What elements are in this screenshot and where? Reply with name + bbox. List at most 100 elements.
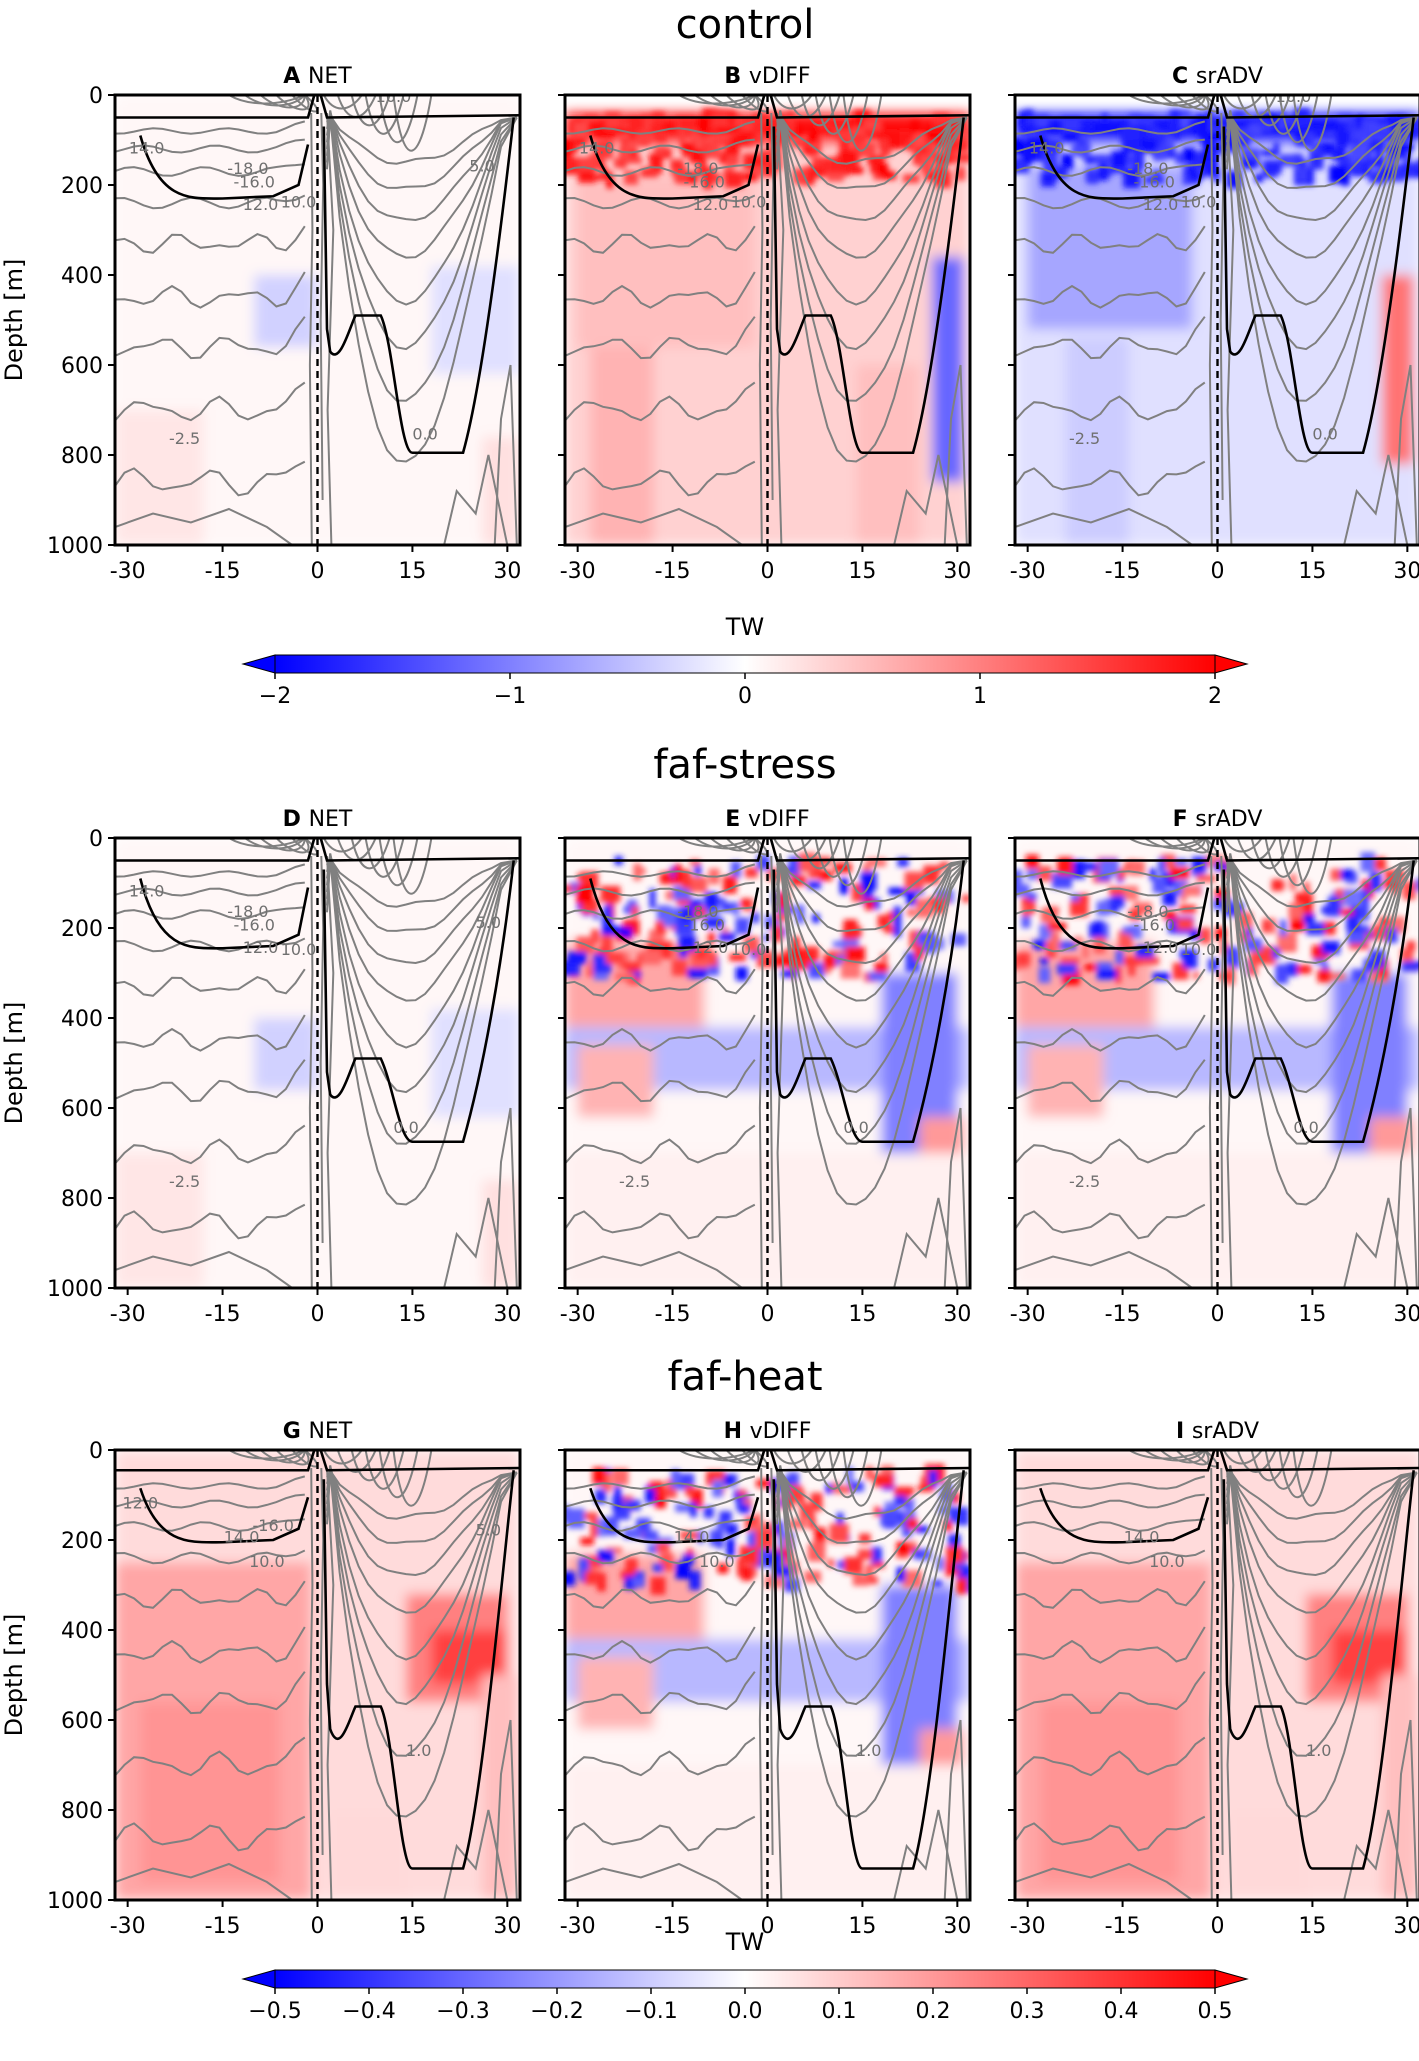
colorbar-gradient bbox=[275, 655, 1215, 673]
contour-label: -18.0 bbox=[677, 159, 718, 178]
panel-plot-area: -18.0-16.0 12.0 10.0 -2.5 0.0 bbox=[565, 838, 970, 1288]
x-tick-label: 30 bbox=[1393, 1914, 1419, 1939]
x-tick-label: 0 bbox=[1211, 559, 1225, 584]
x-tick-label: 30 bbox=[493, 1302, 521, 1327]
colorbar-tick-label: −0.3 bbox=[436, 1999, 489, 2024]
contour-label: -2.5 bbox=[1069, 429, 1100, 448]
panel-H: 14.0 10.0 1.0 H vDIFF -30 -15 0 15 30 bbox=[558, 1419, 972, 1939]
y-axis-label: Depth [m] bbox=[0, 1002, 28, 1125]
contour-label: 5.0 bbox=[476, 913, 501, 932]
contour-label: -2.5 bbox=[1069, 1172, 1100, 1191]
x-tick-label: 15 bbox=[848, 559, 876, 584]
contour-label: -16.0 bbox=[253, 1516, 294, 1535]
panel-letter: I bbox=[1176, 1419, 1192, 1444]
x-tick-label: 30 bbox=[1393, 1302, 1419, 1327]
panel-name: NET bbox=[308, 64, 352, 89]
panel-A: 14.0-18.0-16.012.0 10.010.05.0-2.5 0.0A NE… bbox=[0, 64, 522, 584]
x-tick-label: 30 bbox=[493, 1914, 521, 1939]
x-tick-label: -30 bbox=[110, 1914, 146, 1939]
contour-label: 10.0 bbox=[1181, 940, 1217, 959]
contour-label: 10.0 bbox=[376, 87, 412, 106]
panel-G: 12.0 -16.014.0 10.0 5.0 1.0 G NET -30 -15 0 15 30 0… bbox=[0, 1419, 522, 1939]
colorbar-tick-label: 0.4 bbox=[1104, 1999, 1139, 2024]
y-axis-label: Depth [m] bbox=[0, 259, 28, 382]
panel-plot-area: 12.0 -16.014.0 10.0 5.0 1.0 bbox=[115, 1450, 520, 1900]
contour-label: 10.0 bbox=[699, 1552, 735, 1571]
x-tick-label: -15 bbox=[655, 559, 691, 584]
x-tick-label: 30 bbox=[943, 1302, 971, 1327]
x-tick-label: -15 bbox=[1105, 1914, 1141, 1939]
contour-label: -18.0 bbox=[677, 902, 718, 921]
thick-contour bbox=[115, 838, 520, 1144]
x-tick-label: 0 bbox=[1211, 1302, 1225, 1327]
x-tick-label: -30 bbox=[560, 559, 596, 584]
contour-label: 12.0 bbox=[693, 938, 729, 957]
panel-title: I srADV bbox=[1176, 1419, 1259, 1444]
panel-letter: H bbox=[724, 1419, 750, 1444]
panel-plot-area: 14.0 10.0 1.0 bbox=[565, 1450, 970, 1900]
y-tick-label: 1000 bbox=[47, 1889, 103, 1914]
y-tick-label: 400 bbox=[61, 1007, 103, 1032]
contour-label: 0.0 bbox=[393, 1118, 418, 1137]
panel-name: vDIFF bbox=[750, 1419, 812, 1444]
x-tick-label: 0 bbox=[1211, 1914, 1225, 1939]
x-tick-label: -15 bbox=[655, 1302, 691, 1327]
contour-lines bbox=[1015, 838, 1418, 1288]
panel-F: -18.0-16.0 12.0 10.0 -2.5 0.0 F srADV -30 -15 0 1… bbox=[1008, 807, 1419, 1327]
contour-label: 1.0 bbox=[856, 1741, 881, 1760]
y-tick-label: 200 bbox=[61, 1529, 103, 1554]
contour-lines bbox=[1015, 1450, 1418, 1900]
y-tick-label: 600 bbox=[61, 1097, 103, 1122]
panel-title: D NET bbox=[283, 807, 353, 832]
contour-label: -18.0 bbox=[1127, 902, 1168, 921]
panel-letter: D bbox=[283, 807, 309, 832]
panel-letter: B bbox=[724, 64, 748, 89]
colorbar-tick-label: −0.4 bbox=[342, 1999, 395, 2024]
x-tick-label: 15 bbox=[398, 559, 426, 584]
row-title: control bbox=[676, 2, 815, 48]
y-tick-label: 1000 bbox=[47, 1277, 103, 1302]
thick-contour bbox=[1015, 1450, 1419, 1870]
contour-lines bbox=[1015, 95, 1418, 545]
contour-label: 14.0 bbox=[674, 1527, 710, 1546]
panel-letter: E bbox=[725, 807, 748, 832]
thick-contour bbox=[565, 838, 970, 1144]
x-tick-label: -15 bbox=[1105, 559, 1141, 584]
contour-label: 10.0 bbox=[731, 940, 767, 959]
panel-name: vDIFF bbox=[749, 64, 811, 89]
x-tick-label: -15 bbox=[205, 1914, 241, 1939]
colorbar-extend-min bbox=[241, 654, 276, 674]
contour-label: 10.0 bbox=[1181, 193, 1217, 212]
x-tick-label: -30 bbox=[1010, 1302, 1046, 1327]
colorbar-tick-label: −0.2 bbox=[530, 1999, 583, 2024]
contour-label: 10.0 bbox=[1276, 87, 1312, 106]
panel-B: 14.0 -18.0-16.0 12.0 10.0 B vDIFF -30 -15 0 15 30 bbox=[558, 64, 972, 584]
x-tick-label: -15 bbox=[205, 1302, 241, 1327]
contour-label: -16.0 bbox=[684, 915, 725, 934]
colorbar-tick-label: −1 bbox=[494, 684, 526, 709]
colorbar-label: TW bbox=[725, 613, 764, 641]
y-tick-label: 800 bbox=[61, 1187, 103, 1212]
panel-title: C srADV bbox=[1172, 64, 1263, 89]
thick-contour bbox=[565, 1450, 970, 1870]
panel-letter: A bbox=[283, 64, 308, 89]
y-tick-label: 600 bbox=[61, 1709, 103, 1734]
x-tick-label: -30 bbox=[560, 1914, 596, 1939]
y-tick-label: 200 bbox=[61, 174, 103, 199]
colorbar-2: TW −0.5 −0.4 −0.3 −0.2 −0.1 0.0 0.1 0.2 0.3 0.4 0.5 bbox=[241, 1928, 1249, 2024]
contour-label: -16.0 bbox=[234, 172, 275, 191]
y-tick-label: 0 bbox=[89, 84, 103, 109]
x-tick-label: -30 bbox=[1010, 1914, 1046, 1939]
contour-label: 12.0 bbox=[243, 938, 279, 957]
contour-label: 0.0 bbox=[843, 1118, 868, 1137]
contour-label: -18.0 bbox=[227, 159, 268, 178]
colorbar-1: TW −2 −1 0 1 2 bbox=[241, 613, 1249, 709]
contour-label: 14.0 bbox=[1124, 1527, 1160, 1546]
contour-label: 0.0 bbox=[1293, 1118, 1318, 1137]
x-tick-label: 0 bbox=[311, 559, 325, 584]
row-title: faf-heat bbox=[667, 1354, 822, 1400]
x-tick-label: -15 bbox=[205, 559, 241, 584]
panel-name: srADV bbox=[1196, 64, 1263, 89]
panel-title: G NET bbox=[283, 1419, 353, 1444]
